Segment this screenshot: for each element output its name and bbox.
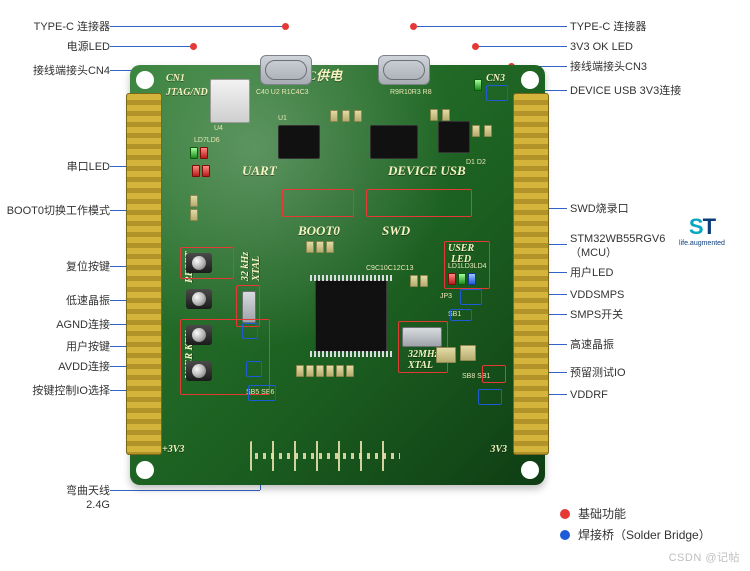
silk-boot0: BOOT0 [298,223,340,239]
lbl-cn3: 接线端接头CN3 [570,60,647,74]
pcb: CN1 CN3 JTAG/ND +3V3 3V3 DC供电 UART DEVIC… [130,65,545,485]
header-cn3 [513,93,549,455]
ref-u1: U1 [278,115,287,122]
lbl-vddsmps: VDDSMPS [570,288,624,302]
sb-dev3v3 [486,85,508,101]
lbl-cn4: 接线端接头CN4 [33,64,110,78]
silk-cn4: JTAG/ND [166,87,208,98]
header-cn4 [126,93,162,455]
usb-c-device [378,55,430,85]
silk-3v3l: +3V3 [162,444,184,455]
usb-c-dc [260,55,312,85]
sb-agnd [242,323,258,339]
dev-board: CN1 CN3 JTAG/ND +3V3 3V3 DC供电 UART DEVIC… [130,65,545,485]
sb-btn-sel [248,385,276,401]
zone-32k [236,285,260,327]
lbl-antenna: 弯曲天线 2.4G [66,484,110,512]
mcu-chip [315,280,387,352]
ref-c9: C9C10C12C13 [366,265,413,272]
lbl-boot0: BOOT0切换工作模式 [7,204,110,218]
lbl-mcu: STM32WB55RGV6 （MCU） [570,232,665,260]
lbl-typec-l: TYPE-C 连接器 [34,20,110,34]
sb-vddsmps [460,289,482,305]
ref-u4: U4 [214,125,223,132]
legend-basic-label: 基础功能 [578,505,626,522]
zone-userled [444,241,490,289]
ic-u1 [278,125,320,159]
lbl-hse: 高速晶振 [570,338,614,352]
sb-vddrf [478,389,502,405]
silk-3v3r: 3V3 [490,444,507,455]
lbl-agnd: AGND连接 [56,318,110,332]
ref-d1d2: D1 D2 [466,159,486,166]
lbl-swd-port: SWD烧录口 [570,202,629,216]
lbl-3v3-led: 3V3 OK LED [570,40,633,54]
silk-cn3: CN3 [486,73,505,84]
connector-white [210,79,250,123]
lbl-pwr-led: 电源LED [67,40,110,54]
lbl-reset: 复位按键 [66,260,110,274]
lbl-lse: 低速晶振 [66,294,110,308]
zone-reset [180,247,234,279]
led-uart2 [202,165,210,177]
lbl-user-led: 用户LED [570,266,613,280]
lbl-vddrf: VDDRF [570,388,608,402]
ref-ld76: LD7LD6 [194,137,220,144]
ref-jp3: JP3 [440,293,452,300]
legend-bridge-label: 焊接桥（Solder Bridge） [578,526,711,543]
silk-xtal32k: 32 kHz XTAL [240,252,262,281]
legend-dot-bridge [560,530,570,540]
ic-u3 [438,121,470,153]
lbl-typec-r: TYPE-C 连接器 [570,20,646,34]
sb-smps-sw [450,309,472,321]
st-logo: ST life.augmented [662,214,742,247]
lbl-smps-sw: SMPS开关 [570,308,623,322]
ref-r9: R9R10R3 R8 [390,89,432,96]
lbl-avdd: AVDD连接 [58,360,110,374]
led-3v3 [474,79,482,91]
led-uart1 [192,165,200,177]
antenna-meander [250,441,400,471]
lbl-btn-sel: 按键控制IO选择 [32,384,110,398]
btn-k2[interactable] [186,289,212,309]
zone-boot0 [282,189,354,217]
ref-c40: C40 U2 R1C4C3 [256,89,309,96]
ic-u2 [370,125,418,159]
lbl-rsv-io: 预留测试IO [570,366,626,380]
legend: 基础功能 焊接桥（Solder Bridge） [560,501,711,543]
lbl-dev3v3: DEVICE USB 3V3连接 [570,84,681,98]
silk-uart: UART [242,163,277,179]
led-power [190,147,198,159]
silk-cn1: CN1 [166,73,185,84]
zone-swd [366,189,472,217]
silk-swd: SWD [382,223,410,239]
legend-dot-basic [560,509,570,519]
silk-device: DEVICE USB [388,163,466,179]
lbl-user-btn: 用户按键 [66,340,110,354]
zone-rsvio [482,365,506,383]
watermark: CSDN @记帖 [669,549,740,565]
led-ld6 [200,147,208,159]
lbl-uart-led: 串口LED [67,160,110,174]
sb-avdd [246,361,262,377]
